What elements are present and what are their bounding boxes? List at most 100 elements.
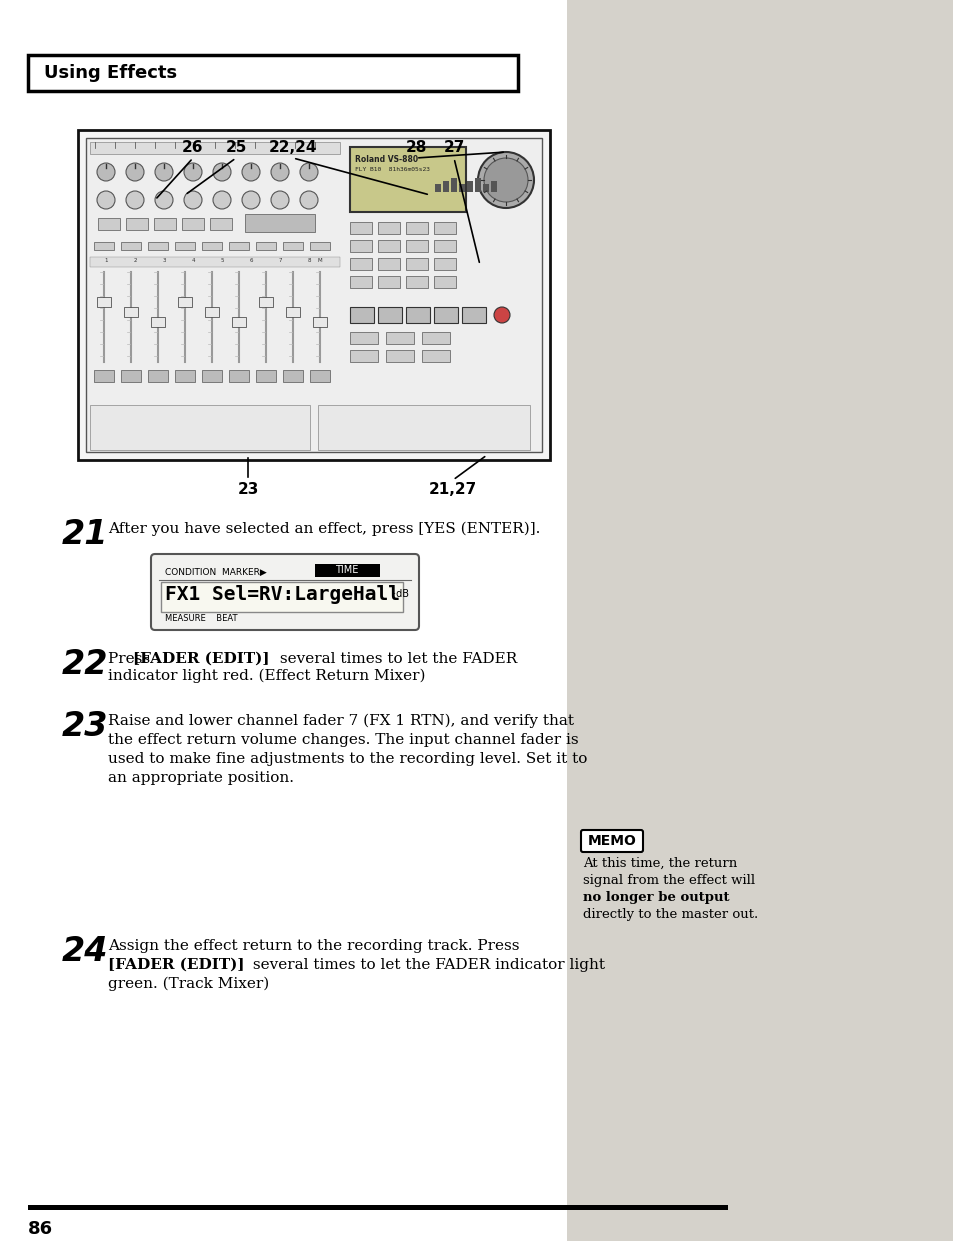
Bar <box>28 55 517 91</box>
Bar <box>350 240 372 252</box>
Bar <box>229 242 249 249</box>
Bar <box>386 350 414 362</box>
Bar <box>161 582 402 612</box>
Bar <box>434 240 456 252</box>
Bar <box>442 181 449 192</box>
Bar <box>286 307 299 316</box>
Bar <box>97 297 111 307</box>
Text: 2: 2 <box>133 258 136 263</box>
Bar <box>202 370 222 382</box>
Circle shape <box>494 307 510 323</box>
Text: Roland VS-880: Roland VS-880 <box>355 155 417 164</box>
Bar <box>386 333 414 344</box>
Bar <box>461 307 485 323</box>
Bar <box>121 242 141 249</box>
Text: the effect return volume changes. The input channel fader is: the effect return volume changes. The in… <box>108 733 578 747</box>
Bar <box>202 242 222 249</box>
Bar <box>317 405 530 450</box>
Bar <box>350 350 377 362</box>
Bar <box>350 258 372 271</box>
Text: 3: 3 <box>162 258 166 263</box>
Text: 21,27: 21,27 <box>429 483 476 498</box>
Bar <box>467 181 473 192</box>
Bar <box>126 218 148 230</box>
Bar <box>283 242 303 249</box>
Bar <box>421 350 450 362</box>
Bar <box>310 370 330 382</box>
Bar <box>182 218 204 230</box>
Bar <box>245 213 314 232</box>
Bar <box>566 0 953 1241</box>
Bar <box>148 242 168 249</box>
Text: 26: 26 <box>182 140 204 155</box>
Bar <box>377 307 401 323</box>
Bar <box>434 307 457 323</box>
Text: 22,24: 22,24 <box>269 140 317 155</box>
Circle shape <box>126 163 144 181</box>
Bar <box>406 258 428 271</box>
Bar <box>258 297 273 307</box>
Bar <box>153 218 175 230</box>
Bar <box>406 276 428 288</box>
Circle shape <box>271 163 289 181</box>
Circle shape <box>299 191 317 208</box>
Bar <box>78 130 550 460</box>
Bar <box>434 276 456 288</box>
Text: 23: 23 <box>62 710 109 743</box>
Bar <box>475 177 480 192</box>
Bar <box>482 184 489 192</box>
Text: several times to let the FADER indicator light: several times to let the FADER indicator… <box>248 958 604 972</box>
Bar <box>94 370 113 382</box>
Bar <box>435 184 440 192</box>
Bar <box>350 222 372 235</box>
Text: Assign the effect return to the recording track. Press: Assign the effect return to the recordin… <box>108 939 519 953</box>
Circle shape <box>299 163 317 181</box>
Circle shape <box>126 191 144 208</box>
Circle shape <box>213 163 231 181</box>
Bar <box>314 563 379 577</box>
Bar <box>377 258 399 271</box>
Text: M: M <box>317 258 322 263</box>
Text: Raise and lower channel fader 7 (FX 1 RTN), and verify that: Raise and lower channel fader 7 (FX 1 RT… <box>108 714 574 728</box>
Text: signal from the effect will: signal from the effect will <box>582 874 755 887</box>
Circle shape <box>242 191 260 208</box>
Text: several times to let the FADER: several times to let the FADER <box>274 652 517 666</box>
Text: 23: 23 <box>237 483 258 498</box>
Bar <box>205 307 219 316</box>
Bar <box>90 257 339 267</box>
Bar <box>94 242 113 249</box>
Bar <box>174 242 194 249</box>
Bar <box>283 370 303 382</box>
Text: 86: 86 <box>28 1220 53 1239</box>
Bar <box>210 218 232 230</box>
Bar <box>434 258 456 271</box>
Circle shape <box>477 151 534 208</box>
Bar <box>148 370 168 382</box>
Text: 4: 4 <box>191 258 194 263</box>
Text: 25: 25 <box>225 140 247 155</box>
Circle shape <box>154 163 172 181</box>
Bar <box>28 1205 727 1210</box>
Bar <box>458 184 464 192</box>
FancyBboxPatch shape <box>580 830 642 853</box>
Bar <box>151 316 165 326</box>
FancyBboxPatch shape <box>151 553 418 630</box>
Bar <box>434 222 456 235</box>
Circle shape <box>154 191 172 208</box>
Text: 5: 5 <box>220 258 224 263</box>
Bar <box>566 0 953 1241</box>
Circle shape <box>184 163 202 181</box>
Bar <box>90 141 339 154</box>
Text: 24: 24 <box>62 934 109 968</box>
Text: MEMO: MEMO <box>587 834 636 848</box>
Circle shape <box>213 191 231 208</box>
Text: 7: 7 <box>278 258 281 263</box>
Bar <box>313 316 327 326</box>
Text: directly to the master out.: directly to the master out. <box>582 908 758 921</box>
Text: used to make fine adjustments to the recording level. Set it to: used to make fine adjustments to the rec… <box>108 752 587 766</box>
Bar <box>232 316 246 326</box>
Circle shape <box>97 191 115 208</box>
Circle shape <box>271 191 289 208</box>
Text: 22: 22 <box>62 648 109 681</box>
Bar <box>377 240 399 252</box>
